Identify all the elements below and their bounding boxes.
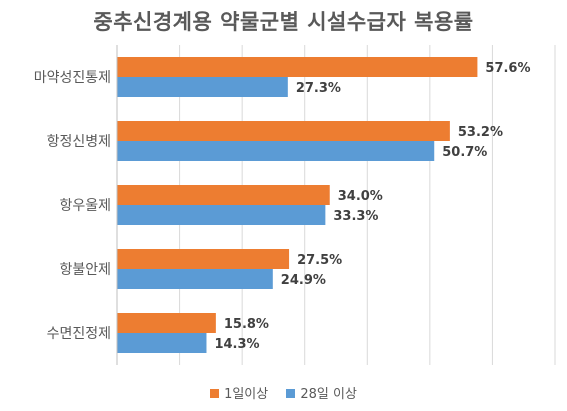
legend-label-1day: 1일이상 (224, 387, 269, 402)
category-label: 수면진정제 (47, 326, 111, 342)
legend-item-1day: 1일이상 (210, 383, 268, 402)
legend-item-28day: 28일 이상 (286, 383, 357, 402)
bar-1day (117, 185, 330, 205)
bar-1day (117, 121, 450, 141)
bar-1day (117, 57, 478, 77)
bar-28day (117, 77, 288, 97)
bar-28day (117, 333, 207, 353)
legend-swatch-28day (286, 389, 296, 398)
data-label-1day: 34.0% (338, 189, 383, 204)
category-label: 항우울제 (59, 198, 111, 214)
data-label-28day: 50.7% (442, 145, 487, 160)
bar-chart-plot: 마약성진통제 57.6% 27.3% 항정신병제 53.2% 50.7% 항우울제 34.0%… (34, 45, 556, 365)
bar-28day (117, 269, 273, 289)
chart-legend: 1일이상 28일 이상 (0, 383, 567, 402)
bar-1day (117, 313, 216, 333)
bar-28day (117, 205, 326, 225)
data-label-1day: 53.2% (458, 125, 503, 140)
legend-swatch-1day (210, 389, 220, 398)
chart-title: 중추신경계용 약물군별 시설수급자 복용률 (93, 10, 474, 34)
data-label-28day: 33.3% (333, 209, 378, 224)
data-label-28day: 27.3% (296, 81, 341, 96)
category-label: 마약성진통제 (34, 70, 111, 86)
data-label-28day: 24.9% (281, 273, 326, 288)
category-label: 항정신병제 (47, 134, 111, 150)
data-label-1day: 57.6% (485, 61, 530, 76)
legend-label-28day: 28일 이상 (300, 387, 357, 402)
category-label: 항불안제 (59, 262, 111, 278)
bar-28day (117, 141, 435, 161)
data-label-28day: 14.3% (214, 337, 259, 352)
data-label-1day: 27.5% (297, 253, 342, 268)
bar-1day (117, 249, 290, 269)
data-label-1day: 15.8% (224, 317, 269, 332)
